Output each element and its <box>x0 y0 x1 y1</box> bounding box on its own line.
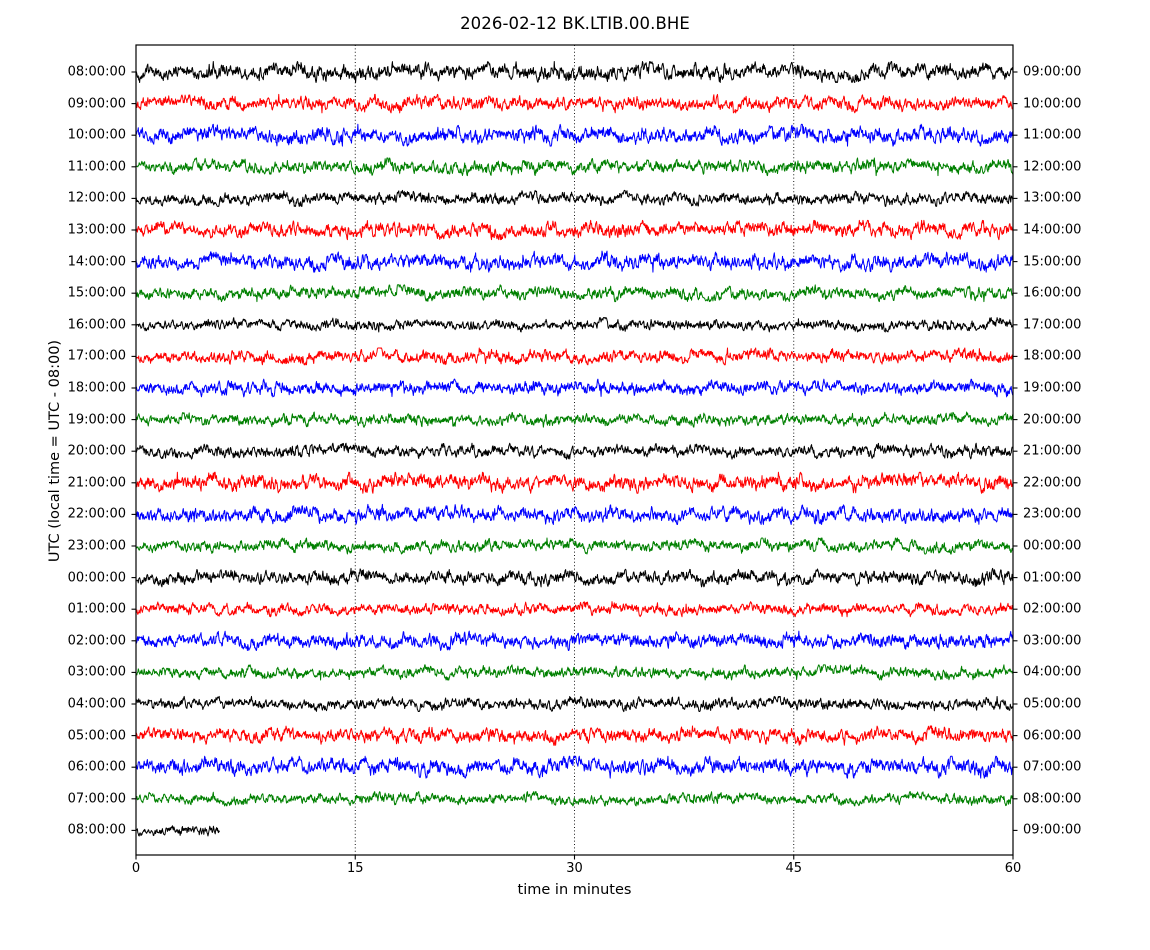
waveform-trace <box>135 157 1014 177</box>
y-tick-label-left: 08:00:00 <box>67 822 126 838</box>
waveform-trace <box>135 695 1014 713</box>
y-tick-label-left: 02:00:00 <box>67 633 126 649</box>
y-tick-label-left: 22:00:00 <box>67 506 126 522</box>
y-tick-label-right: 18:00:00 <box>1023 348 1082 364</box>
waveform-trace <box>135 601 1014 618</box>
y-tick-label-right: 10:00:00 <box>1023 96 1082 112</box>
x-tick-label: 45 <box>785 861 803 876</box>
waveform-trace <box>135 537 1014 555</box>
x-tick-label: 30 <box>566 861 583 876</box>
y-tick-label-right: 17:00:00 <box>1023 317 1082 333</box>
waveform-trace <box>135 123 1014 147</box>
y-tick-label-left: 03:00:00 <box>67 664 126 680</box>
y-tick-label-right: 14:00:00 <box>1023 222 1082 238</box>
y-tick-label-left: 06:00:00 <box>67 759 126 775</box>
waveform-trace <box>135 567 1014 588</box>
y-tick-label-right: 09:00:00 <box>1023 64 1082 80</box>
waveform-traces <box>135 61 1014 837</box>
y-tick-label-left: 11:00:00 <box>67 159 126 175</box>
y-tick-label-left: 19:00:00 <box>67 412 126 428</box>
waveform-trace <box>135 442 1014 460</box>
y-tick-label-left: 12:00:00 <box>67 190 126 206</box>
y-tick-label-right: 20:00:00 <box>1023 412 1082 428</box>
y-tick-label-left: 14:00:00 <box>67 254 126 270</box>
y-tick-label-right: 00:00:00 <box>1023 538 1082 554</box>
waveform-trace <box>135 219 1014 241</box>
y-tick-label-right: 15:00:00 <box>1023 254 1082 270</box>
y-tick-label-left: 09:00:00 <box>67 96 126 112</box>
waveform-trace <box>135 250 1014 273</box>
axis-ticks <box>131 71 1018 860</box>
waveform-trace <box>135 189 1014 207</box>
y-tick-label-left: 05:00:00 <box>67 728 126 744</box>
y-tick-label-left: 20:00:00 <box>67 443 126 459</box>
y-tick-label-right: 05:00:00 <box>1023 696 1082 712</box>
y-tick-label-left: 00:00:00 <box>67 570 126 586</box>
y-tick-label-right: 23:00:00 <box>1023 506 1082 522</box>
waveform-trace <box>135 791 1014 807</box>
waveform-trace <box>135 317 1014 333</box>
y-tick-label-right: 11:00:00 <box>1023 127 1082 143</box>
y-tick-label-right: 06:00:00 <box>1023 728 1082 744</box>
waveform-trace <box>135 725 1014 746</box>
y-tick-label-right: 02:00:00 <box>1023 601 1082 617</box>
y-tick-label-left: 17:00:00 <box>67 348 126 364</box>
y-tick-label-left: 15:00:00 <box>67 285 126 301</box>
x-axis-label: time in minutes <box>517 882 632 898</box>
waveform-trace <box>135 378 1014 398</box>
y-tick-label-right: 01:00:00 <box>1023 570 1082 586</box>
y-tick-label-left: 23:00:00 <box>67 538 126 554</box>
y-tick-label-left: 04:00:00 <box>67 696 126 712</box>
waveform-trace <box>135 664 1014 681</box>
y-tick-label-right: 03:00:00 <box>1023 633 1082 649</box>
gridlines <box>354 45 795 855</box>
y-tick-label-right: 12:00:00 <box>1023 159 1082 175</box>
waveform-trace <box>135 93 1014 114</box>
waveform-trace <box>135 284 1014 303</box>
y-tick-label-left: 16:00:00 <box>67 317 126 333</box>
waveform-trace <box>135 630 1014 651</box>
y-tick-label-right: 16:00:00 <box>1023 285 1082 301</box>
y-tick-label-right: 09:00:00 <box>1023 822 1082 838</box>
x-tick-label: 60 <box>1004 861 1022 876</box>
y-tick-label-right: 07:00:00 <box>1023 759 1082 775</box>
y-tick-label-right: 08:00:00 <box>1023 791 1082 807</box>
y-tick-label-left: 13:00:00 <box>67 222 126 238</box>
waveform-trace <box>135 503 1014 525</box>
y-tick-label-left: 07:00:00 <box>67 791 126 807</box>
waveform-trace <box>135 825 220 837</box>
y-tick-label-right: 13:00:00 <box>1023 190 1082 206</box>
plot-frame <box>135 44 1014 856</box>
x-tick-label: 15 <box>346 861 364 876</box>
y-tick-label-left: 18:00:00 <box>67 380 126 396</box>
y-tick-label-left: 01:00:00 <box>67 601 126 617</box>
y-tick-label-right: 21:00:00 <box>1023 443 1082 459</box>
y-tick-label-right: 19:00:00 <box>1023 380 1082 396</box>
waveform-trace <box>135 471 1014 494</box>
y-tick-label-right: 22:00:00 <box>1023 475 1082 491</box>
y-tick-label-left: 21:00:00 <box>67 475 126 491</box>
waveform-trace <box>135 347 1014 366</box>
y-tick-label-right: 04:00:00 <box>1023 664 1082 680</box>
waveform-trace <box>135 411 1014 428</box>
x-tick-label: 0 <box>131 861 141 876</box>
waveform-trace <box>135 755 1014 779</box>
plot-title: 2026-02-12 BK.LTIB.00.BHE <box>460 14 690 33</box>
y-tick-label-left: 10:00:00 <box>67 127 126 143</box>
waveform-trace <box>135 61 1014 83</box>
y-tick-label-left: 08:00:00 <box>67 64 126 80</box>
